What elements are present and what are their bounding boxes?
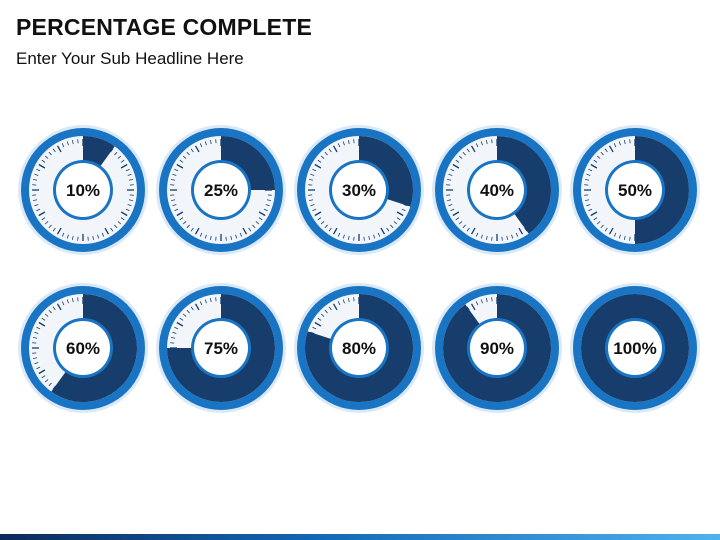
gauge-percent-label: 80% — [342, 339, 376, 358]
footer-accent-bar — [0, 534, 720, 540]
gauge-90: 90% — [431, 282, 563, 414]
gauge-center — [470, 163, 524, 217]
gauge-center — [56, 321, 110, 375]
gauge-100: 100% — [569, 282, 701, 414]
gauge-60: 60% — [17, 282, 149, 414]
gauge-center — [608, 321, 662, 375]
gauge-svg: 40% — [432, 125, 562, 255]
gauge-30: 30% — [293, 124, 425, 256]
gauge-percent-label: 90% — [480, 339, 514, 358]
gauge-center — [332, 321, 386, 375]
gauge-svg: 50% — [570, 125, 700, 255]
gauge-percent-label: 10% — [66, 181, 100, 200]
gauge-40: 40% — [431, 124, 563, 256]
gauge-center — [194, 163, 248, 217]
gauge-svg: 80% — [294, 283, 424, 413]
gauge-svg: 100% — [570, 283, 700, 413]
page-title: PERCENTAGE COMPLETE — [16, 14, 313, 40]
gauge-center — [332, 163, 386, 217]
gauge-10: 10% — [17, 124, 149, 256]
gauge-svg: 90% — [432, 283, 562, 413]
gauge-svg: 30% — [294, 125, 424, 255]
gauge-percent-label: 30% — [342, 181, 376, 200]
gauge-svg: 25% — [156, 125, 286, 255]
gauge-50: 50% — [569, 124, 701, 256]
gauge-svg: 75% — [156, 283, 286, 413]
gauge-svg: 10% — [18, 125, 148, 255]
gauge-svg: 60% — [18, 283, 148, 413]
gauge-percent-label: 40% — [480, 181, 514, 200]
gauge-percent-label: 75% — [204, 339, 238, 358]
gauge-percent-label: 50% — [618, 181, 652, 200]
gauge-center — [608, 163, 662, 217]
gauge-center — [56, 163, 110, 217]
gauge-center — [194, 321, 248, 375]
gauge-percent-label: 100% — [613, 339, 656, 358]
gauge-percent-label: 60% — [66, 339, 100, 358]
gauge-percent-label: 25% — [204, 181, 238, 200]
gauge-80: 80% — [293, 282, 425, 414]
gauge-25: 25% — [155, 124, 287, 256]
gauge-75: 75% — [155, 282, 287, 414]
gauge-center — [470, 321, 524, 375]
page-subtitle: Enter Your Sub Headline Here — [16, 49, 244, 68]
